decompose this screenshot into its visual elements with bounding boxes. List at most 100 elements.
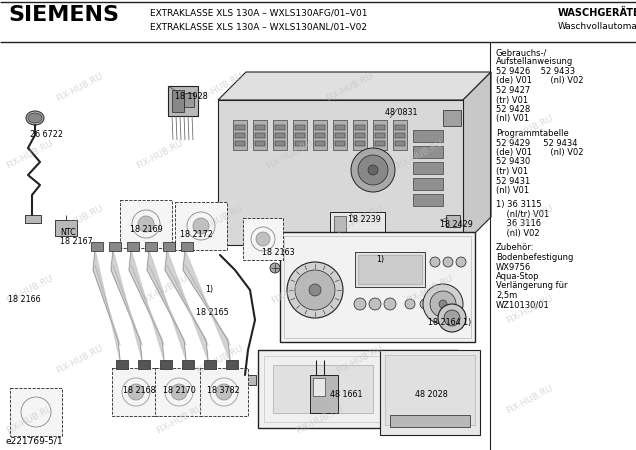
Text: (tr) V01: (tr) V01 <box>496 167 528 176</box>
Text: EXTRAKLASSE XLS 130A – WXLS130ANL/01–V02: EXTRAKLASSE XLS 130A – WXLS130ANL/01–V02 <box>150 22 367 31</box>
Text: 52 9429     52 9434: 52 9429 52 9434 <box>496 139 577 148</box>
Bar <box>273 365 373 413</box>
Text: FIX-HUB.RU: FIX-HUB.RU <box>195 344 245 376</box>
Bar <box>112 368 160 416</box>
Circle shape <box>193 218 209 234</box>
Text: 52 9428: 52 9428 <box>496 105 530 114</box>
Polygon shape <box>93 250 120 360</box>
Circle shape <box>171 384 187 400</box>
Bar <box>393 120 407 150</box>
Text: FIX-HUB.RU: FIX-HUB.RU <box>55 344 105 376</box>
Circle shape <box>430 257 440 267</box>
Circle shape <box>270 263 280 273</box>
Text: FIX-HUB.RU: FIX-HUB.RU <box>335 344 385 376</box>
Polygon shape <box>111 250 142 360</box>
Bar <box>355 252 425 287</box>
Bar <box>55 220 77 236</box>
Text: FIX-HUB.RU: FIX-HUB.RU <box>505 294 555 326</box>
Text: 18 3782: 18 3782 <box>207 386 240 395</box>
Bar <box>235 133 245 138</box>
Bar <box>264 356 452 422</box>
Bar <box>204 360 216 369</box>
Ellipse shape <box>26 111 44 125</box>
Text: 36 3116: 36 3116 <box>496 220 541 229</box>
Text: FIX-HUB.RU: FIX-HUB.RU <box>5 139 55 171</box>
Bar <box>240 375 256 385</box>
Bar <box>358 255 422 284</box>
Text: 48 2028: 48 2028 <box>415 390 448 399</box>
Bar <box>333 120 347 150</box>
Bar <box>172 90 184 112</box>
Circle shape <box>423 284 463 324</box>
Text: 18 2239: 18 2239 <box>348 215 381 224</box>
Circle shape <box>358 155 388 185</box>
Text: WX9756: WX9756 <box>496 262 531 271</box>
Bar <box>184 93 194 107</box>
Text: Bodenbefestigung: Bodenbefestigung <box>496 253 574 262</box>
Text: FIX-HUB.RU: FIX-HUB.RU <box>325 72 375 104</box>
Bar <box>258 350 458 428</box>
Polygon shape <box>183 250 230 360</box>
Bar <box>380 350 480 435</box>
Bar <box>355 141 365 146</box>
Bar <box>295 125 305 130</box>
Bar <box>255 133 265 138</box>
Bar <box>235 125 245 130</box>
Bar <box>375 133 385 138</box>
Circle shape <box>216 384 232 400</box>
Polygon shape <box>165 250 208 360</box>
Bar <box>91 242 103 251</box>
Bar <box>175 202 227 250</box>
Bar <box>181 242 193 251</box>
Circle shape <box>384 298 396 310</box>
Bar <box>116 360 128 369</box>
Text: (nl) V01: (nl) V01 <box>496 114 529 123</box>
Bar <box>375 125 385 130</box>
Circle shape <box>354 298 366 310</box>
Bar <box>163 242 175 251</box>
Text: FIX-HUB.RU: FIX-HUB.RU <box>505 384 555 416</box>
Text: 1): 1) <box>205 285 213 294</box>
Circle shape <box>444 310 460 326</box>
Circle shape <box>420 299 430 309</box>
Circle shape <box>256 232 270 246</box>
Bar <box>155 368 203 416</box>
Circle shape <box>456 257 466 267</box>
Bar <box>390 415 470 427</box>
Bar <box>280 232 475 342</box>
Text: 18 2167: 18 2167 <box>60 237 93 246</box>
Bar <box>355 125 365 130</box>
Bar <box>218 100 463 245</box>
Text: 18 2429: 18 2429 <box>440 220 473 229</box>
Text: 26 6722: 26 6722 <box>30 130 63 139</box>
Text: 1): 1) <box>376 255 384 264</box>
Circle shape <box>439 300 447 308</box>
Bar <box>226 360 238 369</box>
Text: FIX-HUB.RU: FIX-HUB.RU <box>5 274 55 306</box>
Bar <box>138 360 150 369</box>
Bar <box>182 360 194 369</box>
Bar <box>373 120 387 150</box>
Text: e221769-5/1: e221769-5/1 <box>6 437 64 446</box>
Text: FIX-HUB.RU: FIX-HUB.RU <box>405 274 455 306</box>
Bar <box>315 141 325 146</box>
Text: 2,5m: 2,5m <box>496 291 517 300</box>
Bar <box>273 120 287 150</box>
Circle shape <box>128 384 144 400</box>
Text: 52 9430: 52 9430 <box>496 158 530 166</box>
Text: Waschvollautomaten: Waschvollautomaten <box>558 22 636 31</box>
Text: 52 9431: 52 9431 <box>496 176 530 185</box>
Text: 18 2172: 18 2172 <box>180 230 213 239</box>
Polygon shape <box>147 250 186 360</box>
Bar <box>330 212 385 240</box>
Circle shape <box>138 216 154 232</box>
Text: 18 2166: 18 2166 <box>8 295 41 304</box>
Bar <box>253 120 267 150</box>
Bar <box>335 141 345 146</box>
Circle shape <box>295 270 335 310</box>
Text: 18 2163: 18 2163 <box>262 248 294 257</box>
Text: WZ10130/01: WZ10130/01 <box>496 301 550 310</box>
Bar <box>200 368 248 416</box>
Bar <box>315 125 325 130</box>
Text: FIX-HUB.RU: FIX-HUB.RU <box>195 72 245 104</box>
